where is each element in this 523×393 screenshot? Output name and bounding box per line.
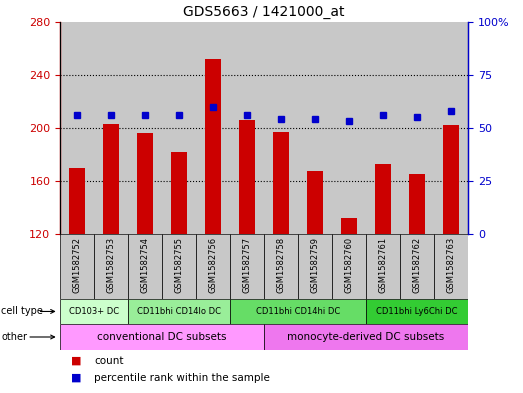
Bar — [230, 234, 264, 299]
Text: GSM1582760: GSM1582760 — [345, 237, 354, 293]
Text: GSM1582762: GSM1582762 — [413, 237, 422, 293]
Bar — [308, 171, 323, 234]
Bar — [128, 299, 230, 324]
Text: other: other — [1, 332, 27, 342]
Text: GSM1582756: GSM1582756 — [209, 237, 218, 293]
Bar — [94, 22, 128, 234]
Bar — [196, 234, 230, 299]
Text: GSM1582761: GSM1582761 — [379, 237, 388, 293]
Bar — [264, 234, 298, 299]
Bar — [366, 299, 468, 324]
Text: GSM1582763: GSM1582763 — [447, 237, 456, 293]
Bar — [298, 234, 332, 299]
Text: count: count — [94, 356, 123, 366]
Bar — [128, 22, 162, 234]
Text: GSM1582753: GSM1582753 — [107, 237, 116, 293]
Bar — [206, 59, 221, 234]
Bar — [230, 22, 264, 234]
Text: monocyte-derived DC subsets: monocyte-derived DC subsets — [288, 332, 445, 342]
Bar — [230, 299, 366, 324]
Bar — [264, 324, 468, 350]
Text: CD103+ DC: CD103+ DC — [69, 307, 119, 316]
Text: percentile rank within the sample: percentile rank within the sample — [94, 373, 270, 383]
Text: GSM1582754: GSM1582754 — [141, 237, 150, 293]
Bar — [366, 22, 400, 234]
Bar — [410, 174, 425, 234]
Bar — [434, 234, 468, 299]
Bar — [104, 124, 119, 234]
Bar — [274, 132, 289, 234]
Bar — [376, 163, 391, 234]
Bar — [342, 218, 357, 234]
Bar — [60, 234, 94, 299]
Text: CD11bhi CD14hi DC: CD11bhi CD14hi DC — [256, 307, 340, 316]
Text: GSM1582757: GSM1582757 — [243, 237, 252, 293]
Bar — [434, 22, 468, 234]
Bar — [444, 125, 459, 234]
Bar — [60, 324, 264, 350]
Bar — [60, 299, 128, 324]
Text: GSM1582759: GSM1582759 — [311, 237, 320, 293]
Bar — [94, 234, 128, 299]
Bar — [400, 22, 434, 234]
Bar — [332, 22, 366, 234]
Bar — [128, 234, 162, 299]
Bar — [196, 22, 230, 234]
Text: conventional DC subsets: conventional DC subsets — [97, 332, 227, 342]
Bar — [70, 167, 85, 234]
Bar — [298, 22, 332, 234]
Bar — [264, 22, 298, 234]
Title: GDS5663 / 1421000_at: GDS5663 / 1421000_at — [184, 5, 345, 19]
Bar — [332, 234, 366, 299]
Bar — [366, 234, 400, 299]
Text: CD11bhi CD14lo DC: CD11bhi CD14lo DC — [137, 307, 221, 316]
Text: cell type: cell type — [1, 307, 43, 316]
Text: ■: ■ — [71, 356, 81, 366]
Text: ■: ■ — [71, 373, 81, 383]
Text: GSM1582755: GSM1582755 — [175, 237, 184, 293]
Bar — [162, 234, 196, 299]
Bar — [60, 22, 94, 234]
Bar — [172, 152, 187, 234]
Text: CD11bhi Ly6Chi DC: CD11bhi Ly6Chi DC — [377, 307, 458, 316]
Bar — [240, 120, 255, 234]
Bar — [400, 234, 434, 299]
Text: GSM1582758: GSM1582758 — [277, 237, 286, 293]
Bar — [138, 133, 153, 234]
Text: GSM1582752: GSM1582752 — [73, 237, 82, 293]
Bar — [162, 22, 196, 234]
